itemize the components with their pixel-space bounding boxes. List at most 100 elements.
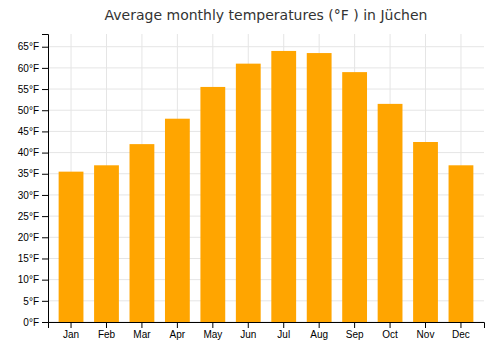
tick-mark [42, 174, 48, 175]
grid [48, 34, 484, 322]
bar [449, 165, 474, 322]
x-tick-label: Sep [346, 329, 364, 340]
bar [378, 104, 403, 322]
tick-mark [42, 258, 48, 259]
tick-mark [177, 322, 178, 328]
x-tick: Aug [310, 322, 328, 340]
x-tick: Mar [133, 322, 151, 340]
x-tick: Apr [170, 322, 186, 340]
x-tick: Jul [277, 322, 290, 340]
tick-mark [319, 322, 320, 328]
tick-mark [354, 322, 355, 328]
x-tick: Nov [417, 322, 435, 340]
x-tick-label: Oct [382, 329, 398, 340]
tick-mark [42, 47, 48, 48]
tick-mark [390, 322, 391, 328]
y-tick-label: 0°F [23, 317, 39, 328]
bar [342, 72, 367, 322]
tick-mark [42, 131, 48, 132]
axis-line [49, 323, 485, 329]
tick-mark [106, 322, 107, 328]
x-tick-label: Aug [310, 329, 328, 340]
bar [59, 172, 84, 322]
y-tick-label: 25°F [18, 211, 39, 222]
x-tick-label: Jan [63, 329, 79, 340]
tick-mark [460, 322, 461, 328]
bar [165, 119, 190, 322]
y-tick-label: 55°F [18, 84, 39, 95]
grid-line [48, 46, 484, 47]
bar [236, 64, 261, 322]
tick-mark [42, 89, 48, 90]
y-tick-label: 45°F [18, 126, 39, 137]
tick-mark [42, 68, 48, 69]
y-tick: 20°F [18, 232, 48, 243]
tick-mark [42, 322, 48, 323]
tick-mark [71, 322, 72, 328]
grid-line [48, 89, 484, 90]
tick-mark [42, 216, 48, 217]
y-tick-label: 35°F [18, 168, 39, 179]
x-tick-label: Dec [452, 329, 470, 340]
axis-line [42, 35, 49, 323]
y-tick: 40°F [18, 147, 48, 158]
title: Average monthly temperatures (°F ) in Jü… [105, 7, 428, 23]
y-tick: 0°F [23, 317, 48, 328]
y-tick-label: 40°F [18, 147, 39, 158]
chart: Jan Feb Mar Apr May Jun Jul Aug Sep Oct Nov Dec 0°F 5… [0, 0, 500, 350]
tick-mark [248, 322, 249, 328]
y-tick: 60°F [18, 63, 48, 74]
x-tick-label: Mar [133, 329, 151, 340]
y-tick-label: 65°F [18, 41, 39, 52]
tick-mark [283, 322, 284, 328]
x-tick: Dec [452, 322, 470, 340]
x-tick: May [203, 322, 222, 340]
y-tick-label: 60°F [18, 63, 39, 74]
bar [130, 144, 155, 322]
y-tick: 50°F [18, 105, 48, 116]
y-tick-label: 5°F [23, 296, 39, 307]
grid-line [48, 67, 484, 68]
bar [271, 51, 296, 322]
y-tick: 5°F [23, 296, 48, 307]
x-tick-label: Jun [240, 329, 256, 340]
y-tick-label: 50°F [18, 105, 39, 116]
y-tick-label: 10°F [18, 274, 39, 285]
x-tick-label: Jul [277, 329, 290, 340]
tick-mark [212, 322, 213, 328]
x-tick-label: May [203, 329, 222, 340]
y-tick: 55°F [18, 84, 48, 95]
tick-mark [42, 110, 48, 111]
tick-mark [425, 322, 426, 328]
x-tick: Feb [98, 322, 116, 340]
tick-mark [42, 237, 48, 238]
y-tick: 25°F [18, 211, 48, 222]
x-tick-label: Feb [98, 329, 116, 340]
plot: Jan Feb Mar Apr May Jun Jul Aug Sep Oct Nov Dec 0°F 5… [18, 34, 485, 340]
grid-line [48, 110, 484, 111]
bar [413, 142, 438, 322]
y-tick: 10°F [18, 274, 48, 285]
y-tick-label: 30°F [18, 190, 39, 201]
x-axis: Jan Feb Mar Apr May Jun Jul Aug Sep Oct Nov Dec [49, 322, 485, 340]
x-tick-label: Apr [170, 329, 186, 340]
x-tick: Jun [240, 322, 256, 340]
y-tick: 30°F [18, 190, 48, 201]
x-tick-label: Nov [417, 329, 435, 340]
tick-mark [42, 153, 48, 154]
bar [307, 53, 332, 322]
tick-mark [141, 322, 142, 328]
y-tick-label: 20°F [18, 232, 39, 243]
y-tick: 65°F [18, 41, 48, 52]
x-tick: Oct [382, 322, 398, 340]
bar [200, 87, 225, 322]
bars [59, 51, 474, 322]
tick-mark [42, 195, 48, 196]
y-tick: 45°F [18, 126, 48, 137]
grid-line [48, 131, 484, 132]
x-tick: Sep [346, 322, 364, 340]
y-axis: 0°F5°F10°F15°F20°F25°F30°F35°F40°F45°F50… [18, 35, 49, 328]
x-tick: Jan [63, 322, 79, 340]
tick-mark [42, 280, 48, 281]
y-tick: 35°F [18, 168, 48, 179]
